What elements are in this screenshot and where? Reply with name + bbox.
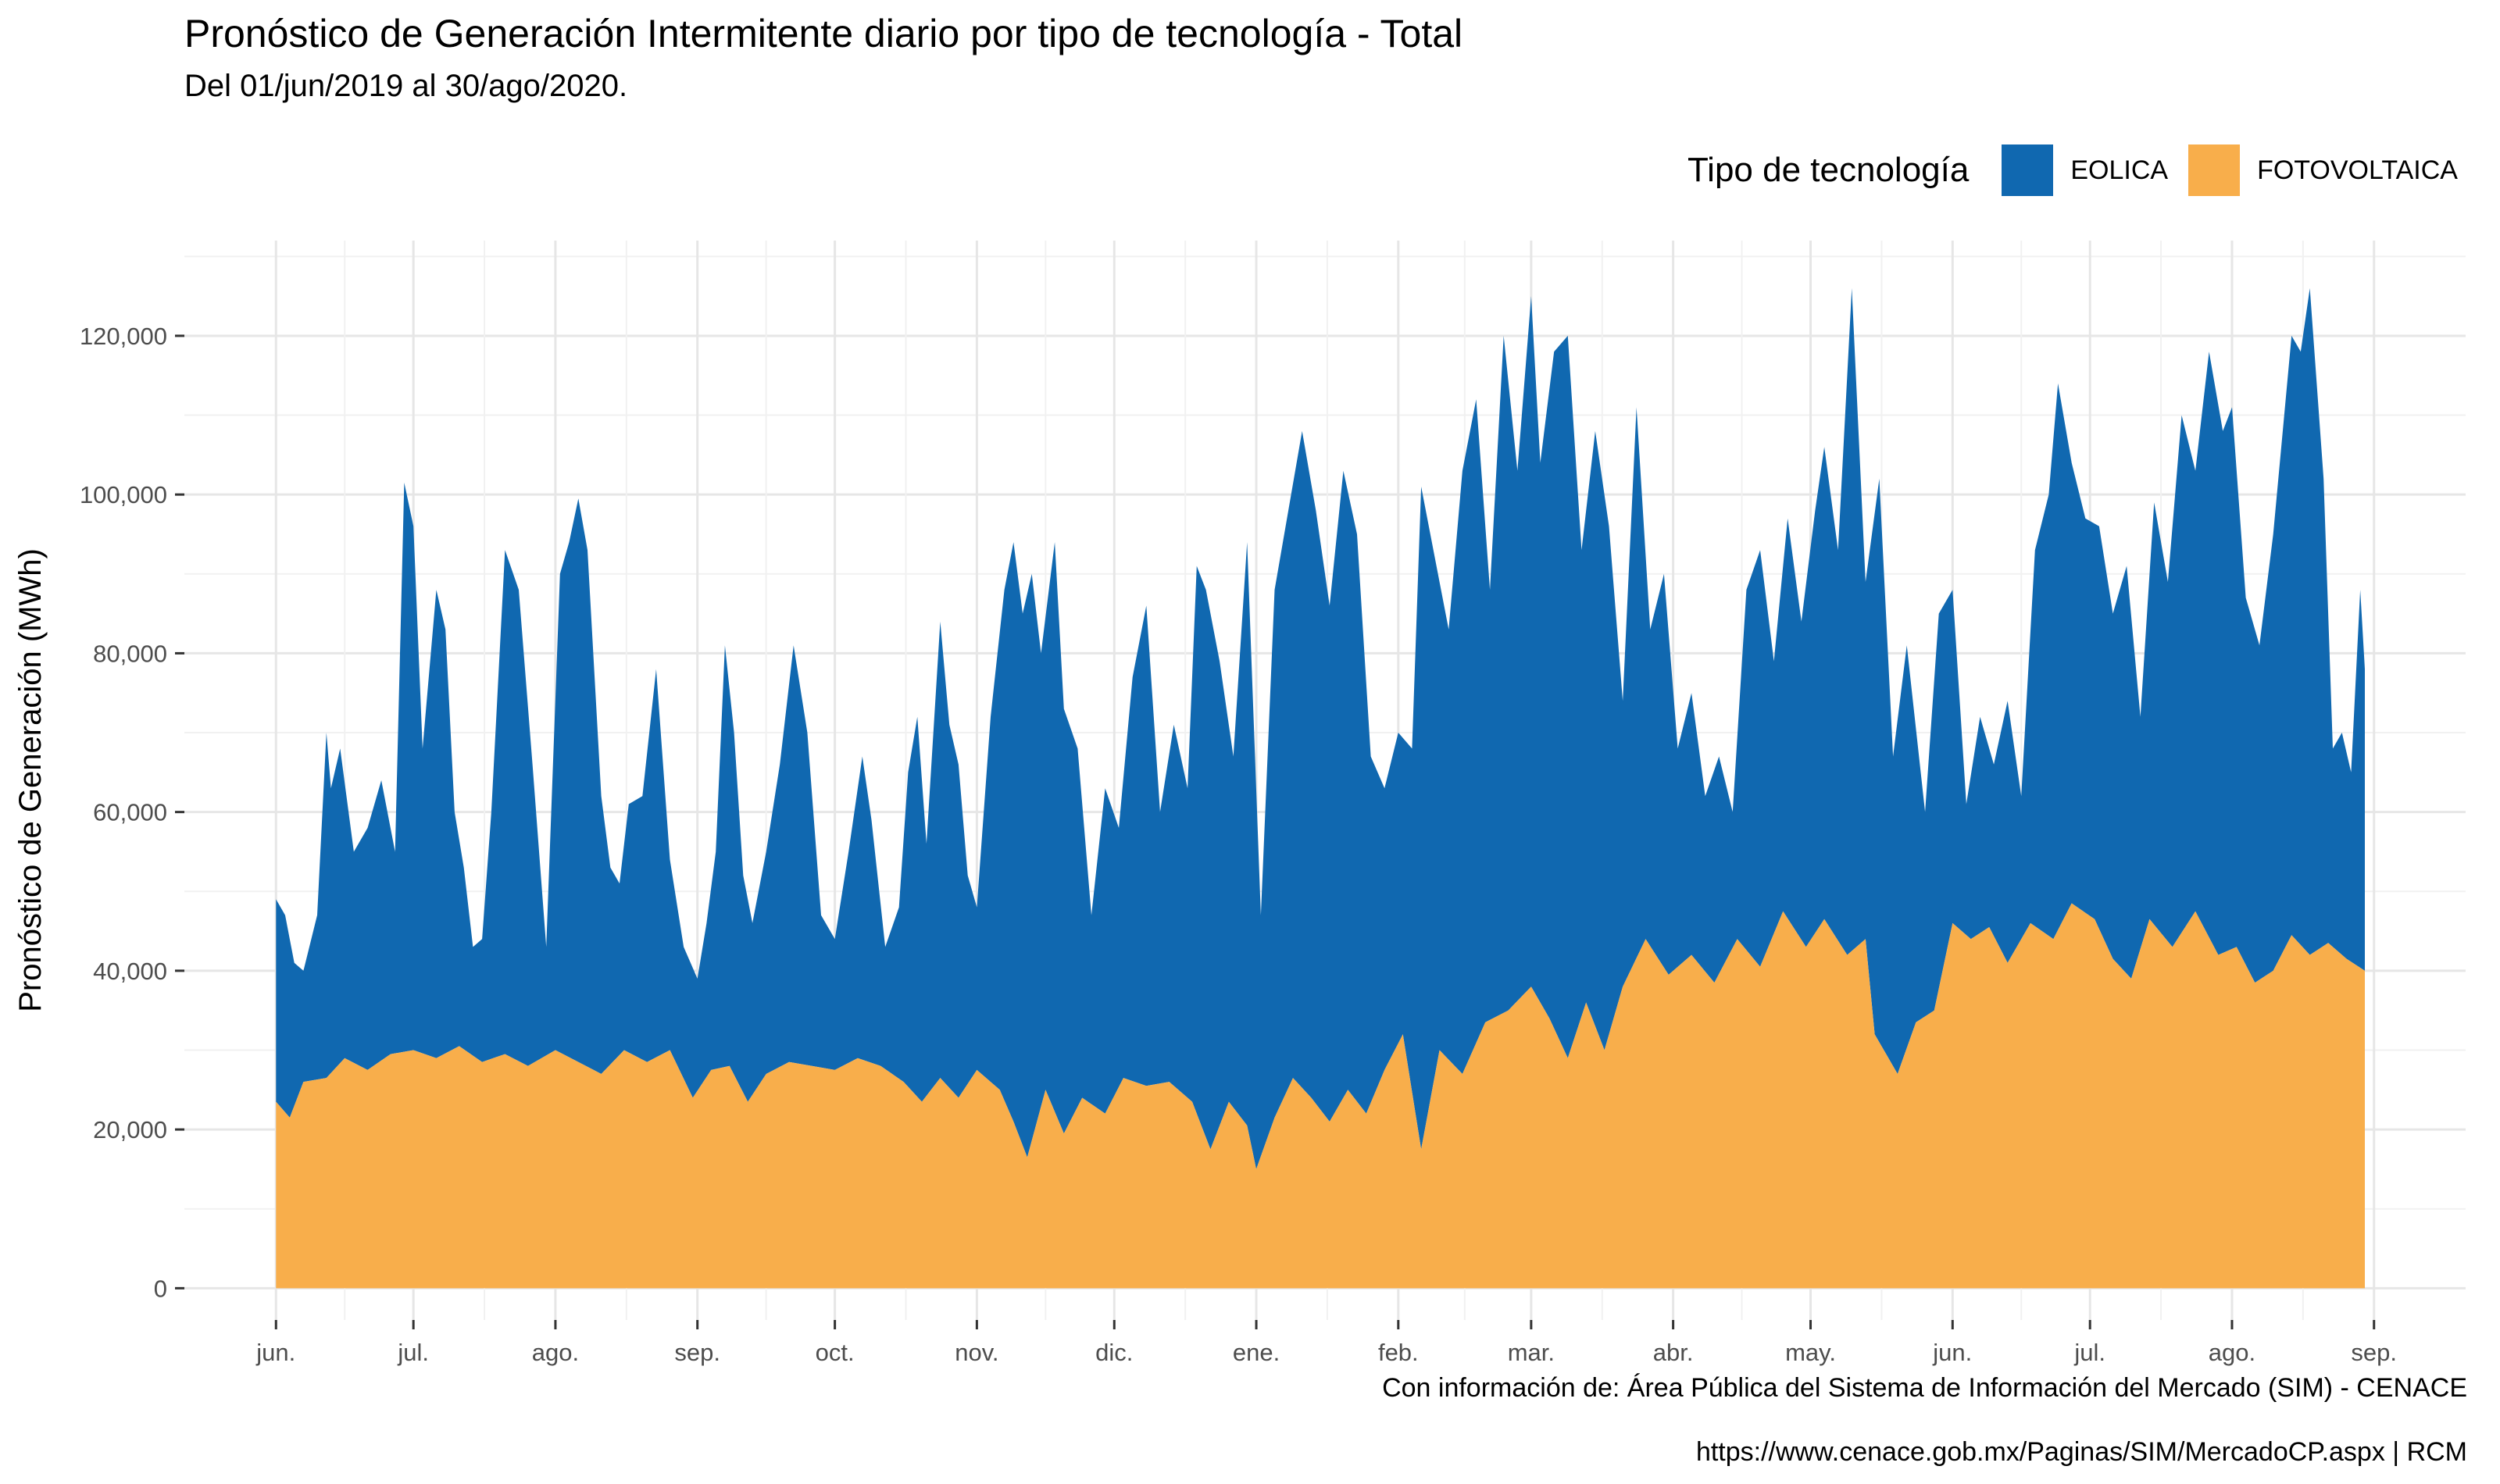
y-tick-label: 20,000 bbox=[93, 1116, 167, 1143]
source-caption: Con información de: Área Pública del Sis… bbox=[1382, 1373, 2467, 1403]
y-tick-label: 100,000 bbox=[80, 481, 167, 508]
x-tick-label: jun. bbox=[255, 1339, 295, 1366]
y-tick-label: 40,000 bbox=[93, 958, 167, 985]
x-tick-label: abr. bbox=[1653, 1339, 1694, 1366]
x-tick-label: jul. bbox=[2073, 1339, 2105, 1366]
y-tick-label: 60,000 bbox=[93, 799, 167, 826]
x-tick-label: jul. bbox=[397, 1339, 429, 1366]
x-tick-label: ago. bbox=[532, 1339, 579, 1366]
legend: Tipo de tecnología EOLICA FOTOVOLTAICA bbox=[1688, 141, 2467, 200]
url-caption: https://www.cenace.gob.mx/Paginas/SIM/Me… bbox=[1695, 1437, 2467, 1467]
y-axis-label: Pronóstico de Generación (MWh) bbox=[13, 548, 48, 1012]
legend-label-fotovoltaica: FOTOVOLTAICA bbox=[2257, 155, 2458, 185]
x-tick-label: sep. bbox=[674, 1339, 720, 1366]
chart-title: Pronóstico de Generación Intermitente di… bbox=[184, 12, 1463, 55]
x-tick-label: dic. bbox=[1095, 1339, 1133, 1366]
y-tick-label: 80,000 bbox=[93, 640, 167, 667]
area-series-fotovoltaica bbox=[276, 903, 2365, 1289]
area-series-eolica bbox=[276, 288, 2365, 1169]
legend-title: Tipo de tecnología bbox=[1687, 151, 1970, 189]
x-tick-label: feb. bbox=[1378, 1339, 1419, 1366]
legend-item-fotovoltaica: FOTOVOLTAICA bbox=[2188, 144, 2467, 196]
x-tick-label: ago. bbox=[2209, 1339, 2255, 1366]
x-tick-label: mar. bbox=[1508, 1339, 1555, 1366]
legend-label-eolica: EOLICA bbox=[2070, 155, 2169, 185]
x-tick-label: oct. bbox=[816, 1339, 855, 1366]
legend-swatch-eolica bbox=[2002, 144, 2054, 196]
x-tick-label: ene. bbox=[1233, 1339, 1280, 1366]
legend-item-eolica: EOLICA bbox=[2002, 144, 2177, 196]
x-tick-label: jun. bbox=[1932, 1339, 1972, 1366]
y-tick-label: 0 bbox=[154, 1275, 167, 1302]
x-tick-label: sep. bbox=[2351, 1339, 2397, 1366]
legend-swatch-fotovoltaica bbox=[2188, 144, 2241, 196]
y-tick-label: 120,000 bbox=[80, 323, 167, 350]
x-tick-label: nov. bbox=[955, 1339, 998, 1366]
chart-subtitle: Del 01/jun/2019 al 30/ago/2020. bbox=[184, 69, 628, 103]
x-tick-label: may. bbox=[1785, 1339, 1836, 1366]
